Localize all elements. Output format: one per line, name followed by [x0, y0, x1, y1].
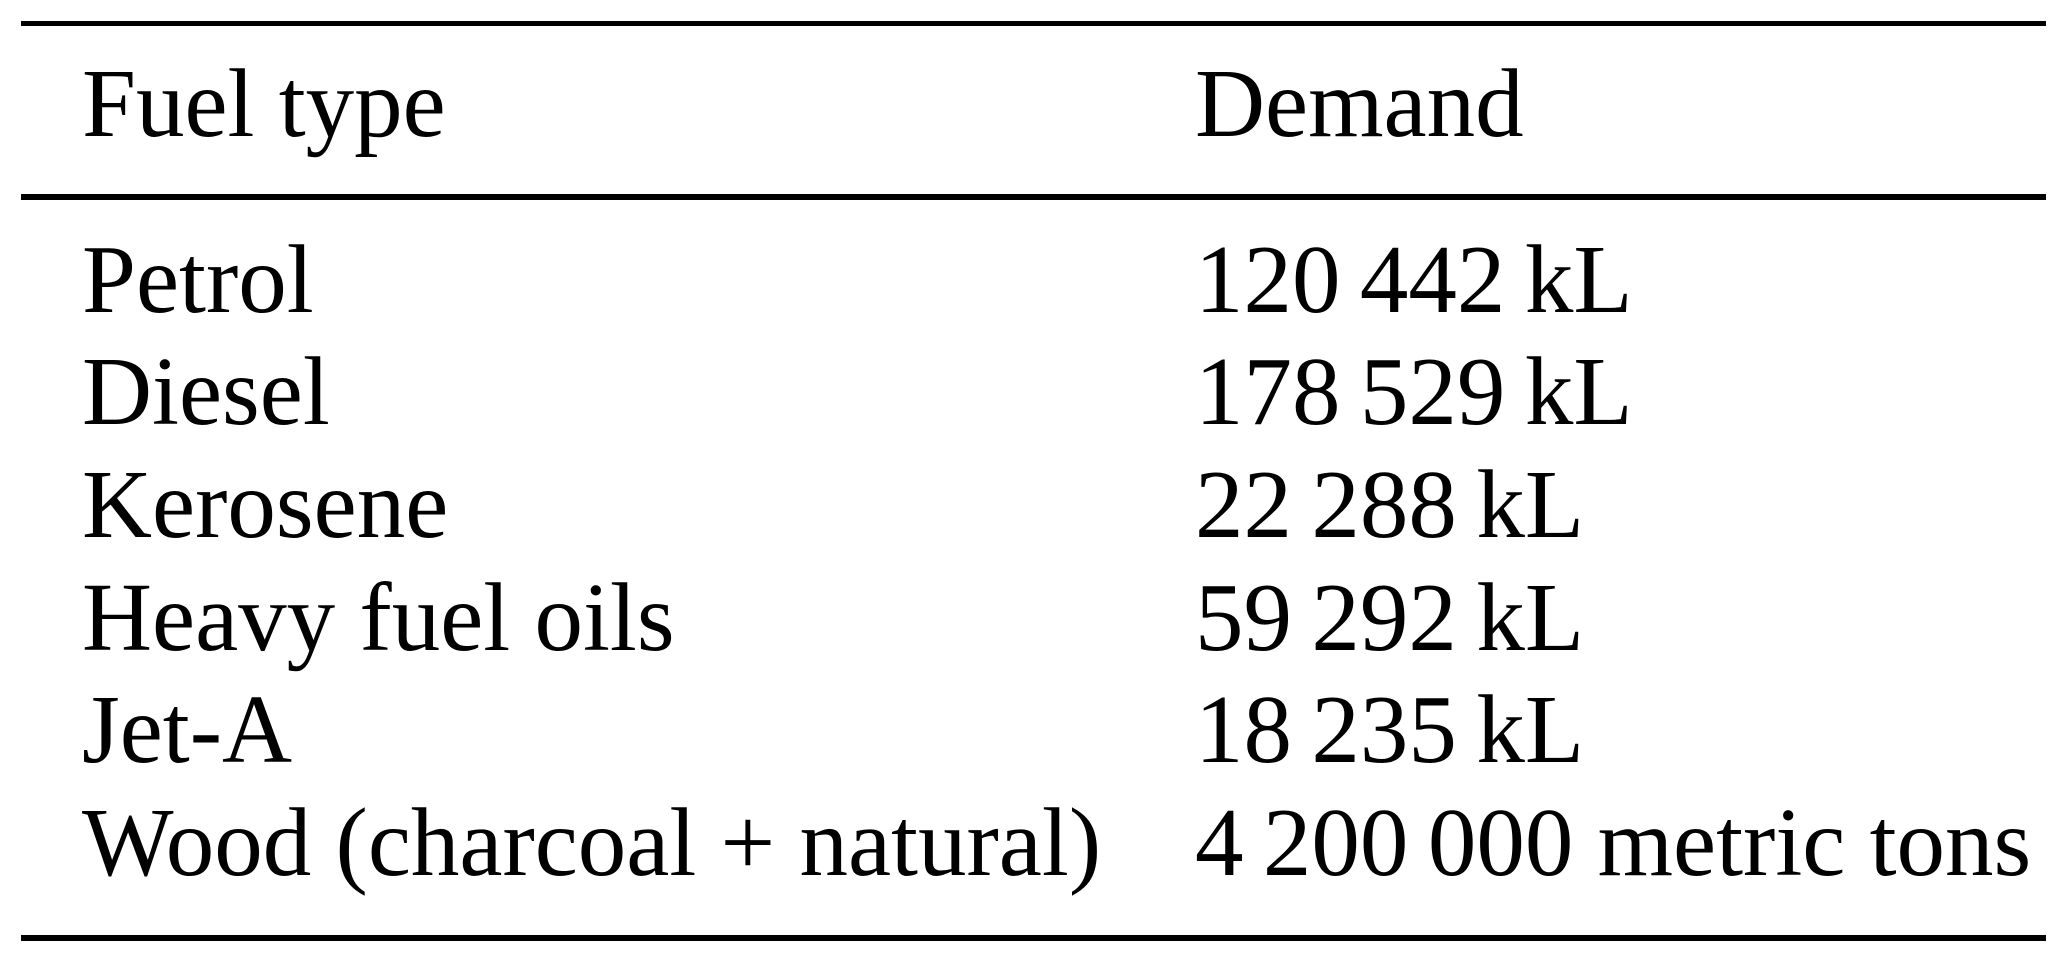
table-row: Kerosene 22 288 kL: [0, 448, 2067, 561]
demand-cell: 178 529 kL: [1195, 338, 1633, 445]
fuel-type-cell: Heavy fuel oils: [82, 564, 675, 671]
fuel-type-cell: Diesel: [82, 338, 330, 445]
table-bottom-rule: [21, 935, 2046, 941]
demand-cell: 22 288 kL: [1195, 451, 1585, 558]
table-row: Heavy fuel oils 59 292 kL: [0, 561, 2067, 674]
fuel-type-cell: Petrol: [82, 226, 314, 333]
fuel-type-cell: Kerosene: [82, 451, 449, 558]
fuel-type-cell: Jet-A: [82, 676, 293, 783]
demand-cell: 18 235 kL: [1195, 676, 1585, 783]
table-header-row: Fuel type Demand: [0, 47, 2067, 160]
table-mid-rule: [21, 194, 2046, 200]
table-row: Wood (charcoal + natural) 4 200 000 metr…: [0, 786, 2067, 899]
table-row: Petrol 120 442 kL: [0, 223, 2067, 336]
column-header-demand: Demand: [1195, 50, 1524, 157]
table-row: Diesel 178 529 kL: [0, 335, 2067, 448]
demand-cell: 120 442 kL: [1195, 226, 1633, 333]
column-header-fuel-type: Fuel type: [82, 50, 446, 157]
demand-cell: 4 200 000 metric tons: [1195, 789, 2032, 896]
table-row: Jet-A 18 235 kL: [0, 673, 2067, 786]
demand-cell: 59 292 kL: [1195, 564, 1585, 671]
table-top-rule: [21, 21, 2046, 26]
fuel-type-cell: Wood (charcoal + natural): [82, 789, 1102, 896]
